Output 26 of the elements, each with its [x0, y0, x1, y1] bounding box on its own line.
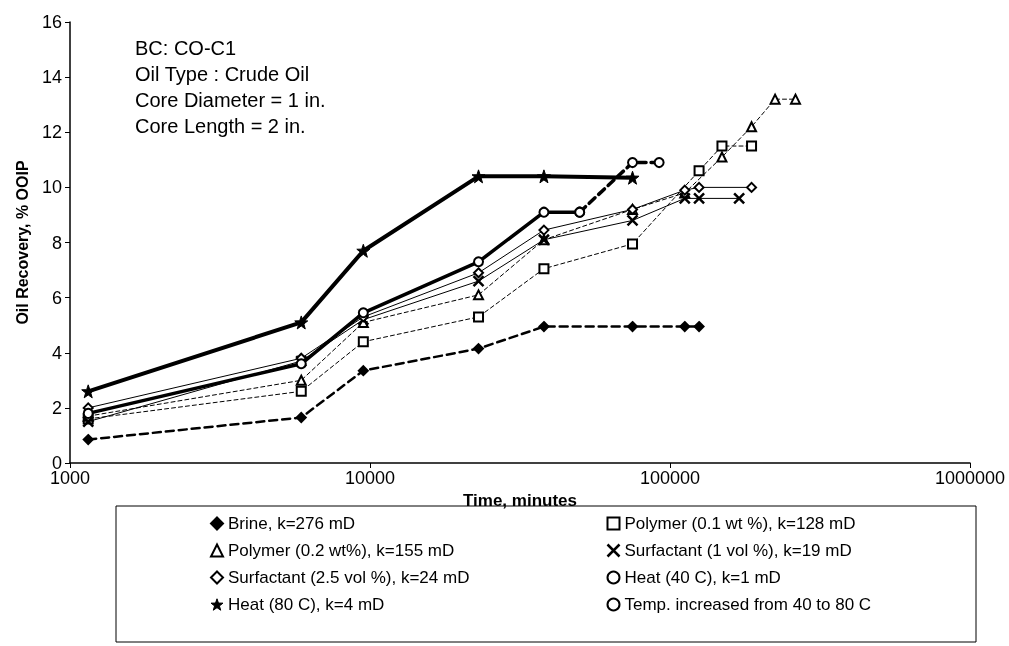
x-tick-label: 100000: [639, 468, 701, 488]
y-tick-label: 8: [51, 232, 62, 253]
annotation: Core Diameter = 1 in.: [135, 89, 326, 111]
legend-label: Surfactant (1 vol %), k=19 mD: [624, 541, 852, 560]
legend-label: Temp. increased from 40 to 80 C: [624, 595, 872, 614]
legend-label: Surfactant (2.5 vol %), k=24 mD: [228, 568, 470, 587]
x-tick-label: 1000: [49, 468, 91, 488]
legend-label: Heat (40 C), k=1 mD: [624, 568, 781, 587]
annotation: BC: CO-C1: [135, 37, 237, 59]
x-axis-title: Time, minutes: [463, 490, 577, 510]
y-tick-label: 12: [41, 122, 62, 143]
y-axis-title: Oil Recovery, % OOIP: [13, 160, 31, 325]
y-tick-label: 2: [51, 397, 62, 418]
annotation: Core Length = 2 in.: [135, 115, 306, 137]
y-tick-label: 14: [41, 67, 62, 88]
legend-label: Polymer (0.1 wt %), k=128 mD: [624, 514, 856, 533]
y-tick-label: 6: [51, 287, 62, 308]
y-tick-label: 10: [41, 177, 62, 198]
legend-label: Heat (80 C), k=4 mD: [228, 595, 385, 614]
x-tick-label: 10000: [344, 468, 396, 488]
y-tick-label: 16: [41, 12, 62, 32]
legend-label: Polymer (0.2 wt%), k=155 mD: [228, 541, 455, 560]
x-tick-label: 1000000: [934, 468, 1006, 488]
y-tick-label: 4: [51, 342, 62, 363]
legend-label: Brine, k=276 mD: [228, 514, 356, 533]
annotation: Oil Type : Crude Oil: [135, 63, 310, 85]
